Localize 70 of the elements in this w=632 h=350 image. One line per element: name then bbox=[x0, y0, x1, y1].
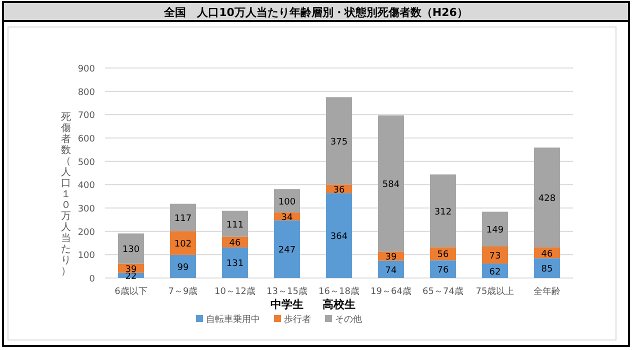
legend-label: 歩行者 bbox=[284, 314, 311, 325]
y-tick-label: 700 bbox=[78, 111, 96, 122]
x-tick-label: 75歳以上 bbox=[476, 286, 514, 297]
data-label: 34 bbox=[281, 212, 293, 223]
bar bbox=[378, 115, 404, 252]
bar bbox=[118, 233, 144, 264]
y-tick-label: 100 bbox=[78, 251, 96, 262]
chart-title: 全国 人口10万人当たり年齢層別・状態別死傷者数（H26） bbox=[163, 6, 468, 19]
data-label: 74 bbox=[385, 266, 397, 276]
data-label: 117 bbox=[174, 214, 192, 224]
data-label: 56 bbox=[437, 250, 449, 260]
y-tick-label: 600 bbox=[78, 134, 96, 144]
data-label: 375 bbox=[330, 137, 348, 148]
bar bbox=[482, 246, 508, 264]
x-tick-label: 19～64歳 bbox=[370, 286, 412, 297]
x-tick-label: 6歳以下 bbox=[114, 286, 148, 297]
data-label: 36 bbox=[333, 185, 345, 196]
bar bbox=[222, 210, 248, 237]
y-tick-label: 300 bbox=[78, 204, 96, 214]
data-label: 73 bbox=[489, 252, 501, 262]
text: 死傷者数（人口１０万人当たり） bbox=[61, 112, 71, 277]
x-tick-label: 16～18歳 bbox=[318, 286, 360, 297]
data-label: 364 bbox=[330, 232, 348, 242]
bar bbox=[378, 260, 404, 278]
bar bbox=[534, 148, 560, 248]
bar bbox=[482, 212, 508, 246]
bar bbox=[534, 258, 560, 278]
y-tick-label: 500 bbox=[78, 158, 96, 168]
data-label: 111 bbox=[226, 220, 244, 230]
bar bbox=[430, 174, 456, 248]
bar bbox=[274, 189, 300, 212]
bar bbox=[326, 193, 352, 278]
bar bbox=[430, 260, 456, 278]
legend-label: 自転車乗用中 bbox=[206, 314, 260, 325]
legend-label: その他 bbox=[335, 314, 362, 325]
x-tick-label: 7～9歳 bbox=[168, 286, 198, 297]
text: 中学生 bbox=[270, 298, 304, 311]
bar bbox=[430, 247, 456, 260]
text: 高校生 bbox=[322, 298, 356, 311]
data-label: 131 bbox=[226, 259, 244, 270]
data-label: 247 bbox=[278, 246, 296, 256]
bar bbox=[170, 231, 196, 255]
bar bbox=[274, 220, 300, 278]
data-label: 584 bbox=[382, 180, 400, 190]
y-tick-label: 800 bbox=[78, 88, 96, 98]
x-tick-label: 10～12歳 bbox=[214, 286, 256, 297]
bar bbox=[326, 97, 352, 185]
x-tick-label: 13～15歳 bbox=[266, 286, 308, 297]
y-tick-label: 200 bbox=[78, 228, 96, 238]
data-label: 102 bbox=[174, 240, 192, 250]
data-label: 149 bbox=[486, 226, 504, 236]
y-tick-label: 400 bbox=[78, 181, 96, 192]
x-tick-label: 全年齢 bbox=[534, 286, 560, 297]
bar bbox=[170, 254, 196, 278]
data-label: 76 bbox=[437, 266, 449, 276]
data-label: 46 bbox=[541, 249, 553, 260]
data-label: 312 bbox=[434, 207, 452, 218]
bar bbox=[170, 204, 196, 232]
y-tick-label: 0 bbox=[89, 274, 96, 284]
data-label: 39 bbox=[385, 252, 397, 263]
y-tick-label: 900 bbox=[78, 64, 96, 74]
data-label: 62 bbox=[489, 267, 501, 278]
data-label: 99 bbox=[177, 262, 189, 273]
data-label: 100 bbox=[278, 197, 296, 208]
data-label: 130 bbox=[122, 245, 140, 256]
bar bbox=[222, 247, 248, 278]
x-tick-label: 65～74歳 bbox=[422, 286, 464, 297]
data-label: 85 bbox=[541, 264, 553, 275]
data-label: 428 bbox=[538, 194, 556, 204]
data-label: 46 bbox=[229, 238, 241, 249]
